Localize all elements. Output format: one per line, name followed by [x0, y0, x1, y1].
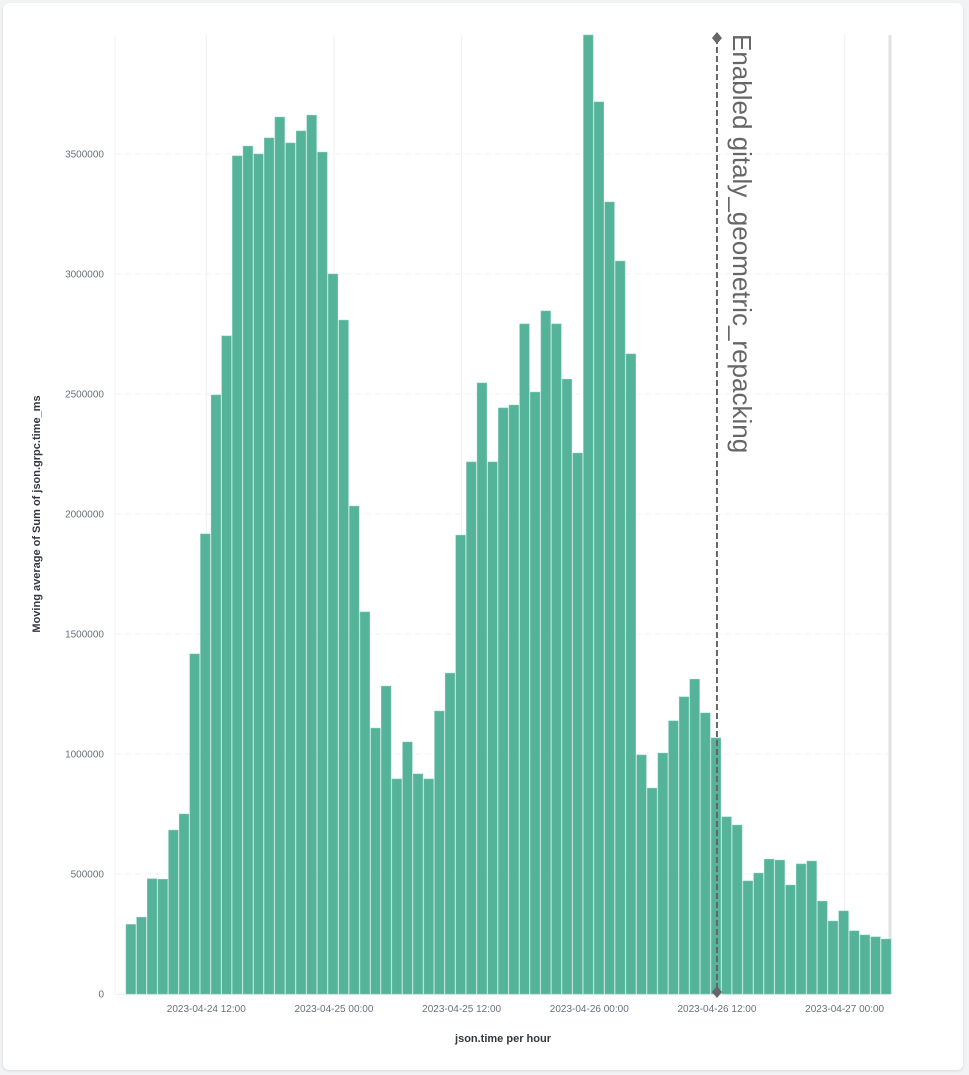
bar[interactable]	[349, 505, 360, 995]
y-tick-label: 1500000	[65, 630, 104, 641]
bar[interactable]	[806, 860, 817, 995]
x-tick-label: 2023-04-24 12:00	[167, 1004, 246, 1015]
bar[interactable]	[636, 754, 647, 995]
x-tick-label: 2023-04-26 12:00	[677, 1004, 756, 1015]
x-tick-label: 2023-04-27 00:00	[805, 1004, 884, 1015]
bar[interactable]	[232, 155, 243, 995]
bar[interactable]	[881, 938, 892, 995]
bar[interactable]	[157, 879, 168, 995]
bars	[125, 34, 892, 995]
bar[interactable]	[827, 920, 839, 995]
bar[interactable]	[413, 773, 424, 995]
x-tick-label: 2023-04-26 00:00	[550, 1004, 629, 1015]
y-tick-label: 2500000	[65, 390, 104, 401]
bar[interactable]	[700, 712, 711, 995]
bar[interactable]	[647, 787, 658, 995]
y-tick-label: 3500000	[65, 150, 104, 161]
bar[interactable]	[200, 533, 211, 995]
y-tick-label: 2000000	[65, 510, 104, 521]
bar[interactable]	[221, 335, 232, 995]
bar[interactable]	[444, 672, 456, 995]
bar[interactable]	[764, 858, 775, 995]
bar[interactable]	[391, 778, 402, 995]
bar[interactable]	[593, 101, 604, 995]
bar[interactable]	[721, 816, 732, 995]
bar[interactable]	[306, 114, 317, 995]
bar[interactable]	[849, 930, 860, 995]
y-tick-label: 3000000	[65, 270, 104, 281]
bar[interactable]	[742, 880, 753, 995]
bar[interactable]	[508, 404, 519, 995]
bar[interactable]	[455, 534, 466, 995]
bar[interactable]	[774, 859, 785, 995]
y-tick-label: 500000	[71, 870, 105, 881]
annotation-bottom-diamond-icon	[711, 986, 722, 998]
x-tick-label: 2023-04-25 00:00	[294, 1004, 373, 1015]
bar[interactable]	[338, 319, 349, 995]
bar[interactable]	[466, 461, 477, 995]
bar[interactable]	[402, 741, 413, 995]
bar[interactable]	[264, 137, 275, 995]
bar[interactable]	[242, 145, 253, 995]
annotation-label: Enabled gitaly_geometric_repacking	[727, 34, 757, 453]
bar[interactable]	[295, 130, 307, 995]
bar[interactable]	[785, 884, 796, 995]
bar[interactable]	[423, 778, 434, 995]
bar[interactable]	[189, 653, 200, 995]
bar[interactable]	[136, 916, 147, 995]
bar[interactable]	[487, 461, 498, 995]
y-tick-label: 1000000	[65, 750, 104, 761]
x-tick-label: 2023-04-25 12:00	[422, 1004, 501, 1015]
bar[interactable]	[359, 611, 370, 995]
bar[interactable]	[657, 752, 668, 995]
bar[interactable]	[572, 452, 583, 995]
x-axis-title: json.time per hour	[454, 1033, 552, 1045]
bar[interactable]	[530, 391, 541, 995]
bar[interactable]	[125, 924, 136, 995]
bar[interactable]	[796, 863, 807, 995]
bar[interactable]	[561, 378, 573, 995]
bar[interactable]	[476, 382, 487, 995]
bar[interactable]	[519, 323, 530, 995]
bar[interactable]	[615, 260, 626, 995]
bar[interactable]	[317, 151, 328, 995]
bar[interactable]	[210, 394, 222, 995]
bar[interactable]	[838, 910, 849, 995]
bar[interactable]	[583, 34, 594, 995]
y-tick-label: 0	[98, 990, 104, 1001]
bar[interactable]	[147, 878, 158, 995]
bar[interactable]	[498, 407, 509, 995]
bar[interactable]	[817, 900, 828, 995]
y-axis-title: Moving average of Sum of json.grpc.time_…	[31, 395, 43, 632]
bar[interactable]	[732, 824, 743, 995]
y-axis-ticks: 0 500000 1000000 1500000 2000000 2500000 30000…	[65, 150, 104, 1001]
bar[interactable]	[540, 310, 551, 995]
annotation-top-diamond-icon	[711, 32, 722, 44]
bar[interactable]	[678, 696, 690, 995]
bar[interactable]	[285, 142, 296, 995]
bar[interactable]	[253, 153, 264, 995]
bar[interactable]	[178, 813, 190, 995]
bar[interactable]	[327, 273, 339, 995]
bar[interactable]	[689, 678, 700, 995]
bar[interactable]	[551, 323, 562, 995]
annotation-marker[interactable]: Enabled gitaly_geometric_repacking	[711, 32, 757, 998]
bar[interactable]	[168, 829, 179, 995]
bar[interactable]	[753, 872, 764, 995]
x-axis-ticks: 2023-04-24 12:00 2023-04-25 00:00 2023-04-…	[167, 1004, 885, 1015]
bar[interactable]	[859, 934, 870, 995]
bar[interactable]	[604, 201, 615, 995]
bar[interactable]	[625, 353, 636, 995]
bar[interactable]	[870, 936, 881, 995]
bar[interactable]	[434, 710, 445, 995]
bar[interactable]	[370, 727, 381, 995]
bar[interactable]	[381, 685, 392, 995]
bar[interactable]	[274, 116, 285, 995]
bar[interactable]	[668, 720, 679, 995]
